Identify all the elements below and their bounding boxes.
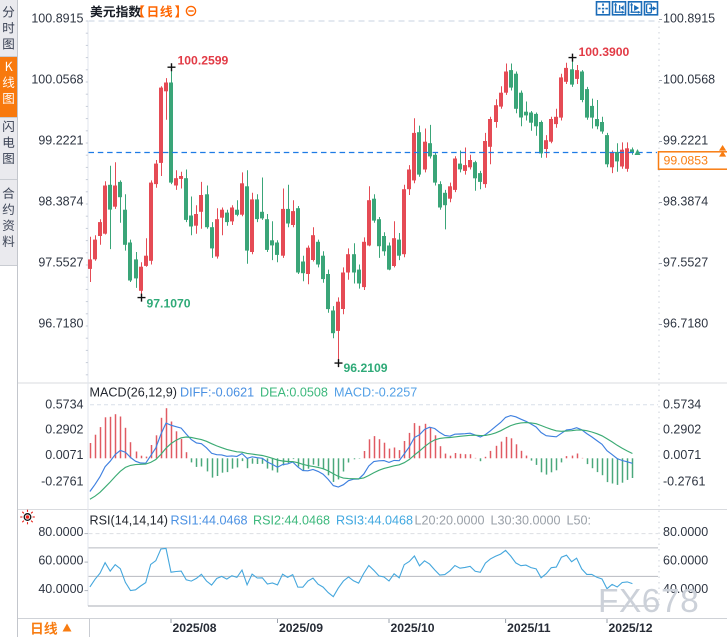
svg-text:0.0071: 0.0071	[45, 448, 83, 462]
svg-text:-0.2761: -0.2761	[41, 474, 83, 488]
svg-text:99.2221: 99.2221	[663, 133, 708, 147]
svg-text:-0.2761: -0.2761	[663, 474, 705, 488]
svg-text:100.3900: 100.3900	[579, 45, 630, 59]
svg-text:98.3874: 98.3874	[38, 194, 83, 208]
svg-text:80.0000: 80.0000	[38, 525, 83, 539]
svg-text:RSI1:44.0468: RSI1:44.0468	[171, 514, 248, 528]
svg-text:0.0071: 0.0071	[663, 448, 701, 462]
svg-text:DIFF:-0.0621: DIFF:-0.0621	[180, 386, 254, 400]
svg-text:RSI3:44.0468: RSI3:44.0468	[336, 514, 413, 528]
svg-text:MACD:-0.2257: MACD:-0.2257	[334, 386, 417, 400]
svg-text:100.8915: 100.8915	[31, 11, 83, 25]
svg-text:0.5734: 0.5734	[45, 398, 83, 412]
svg-text:60.0000: 60.0000	[663, 553, 708, 567]
svg-text:L30:30.0000: L30:30.0000	[491, 514, 561, 528]
svg-text:2025/11: 2025/11	[507, 621, 551, 635]
svg-text:96.7180: 96.7180	[38, 316, 83, 330]
svg-text:2025/08: 2025/08	[173, 621, 217, 635]
svg-text:97.5527: 97.5527	[663, 255, 708, 269]
svg-text:L20:20.0000: L20:20.0000	[415, 514, 485, 528]
svg-text:0.2902: 0.2902	[45, 423, 83, 437]
svg-text:99.2221: 99.2221	[38, 133, 83, 147]
svg-text:97.1070: 97.1070	[147, 297, 191, 311]
svg-text:80.0000: 80.0000	[663, 525, 708, 539]
svg-text:99.0853: 99.0853	[664, 153, 709, 167]
svg-text:0.5734: 0.5734	[663, 398, 701, 412]
svg-text:L50:: L50:	[567, 514, 592, 528]
svg-text:2025/12: 2025/12	[609, 621, 653, 635]
svg-text:60.0000: 60.0000	[38, 553, 83, 567]
svg-text:97.5527: 97.5527	[38, 255, 83, 269]
svg-text:FX678: FX678	[598, 583, 699, 620]
svg-text:DEA:0.0508: DEA:0.0508	[260, 386, 328, 400]
svg-text:40.0000: 40.0000	[38, 582, 83, 596]
svg-text:100.0568: 100.0568	[663, 72, 715, 86]
svg-text:96.2109: 96.2109	[344, 361, 388, 375]
svg-text:0.2902: 0.2902	[663, 423, 701, 437]
svg-text:100.0568: 100.0568	[31, 72, 83, 86]
svg-text:MACD(26,12,9): MACD(26,12,9)	[90, 386, 178, 400]
svg-text:96.7180: 96.7180	[663, 316, 708, 330]
svg-text:2025/10: 2025/10	[391, 621, 435, 635]
svg-text:100.2599: 100.2599	[178, 54, 229, 68]
svg-text:100.8915: 100.8915	[663, 11, 715, 25]
svg-text:98.3874: 98.3874	[663, 194, 708, 208]
svg-text:RSI(14,14,14): RSI(14,14,14)	[90, 514, 168, 528]
svg-text:2025/09: 2025/09	[279, 621, 323, 635]
svg-text:RSI2:44.0468: RSI2:44.0468	[253, 514, 330, 528]
